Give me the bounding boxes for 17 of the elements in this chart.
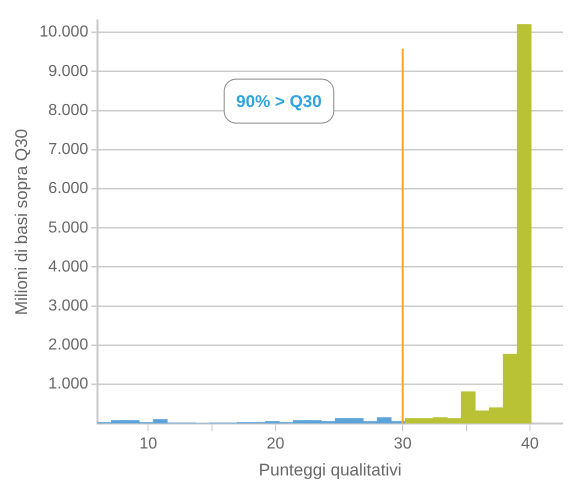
x-tick-label: 20 [266,435,284,452]
y-tick-label: 1.000 [48,376,88,393]
y-tick-label: 9.000 [48,62,88,80]
y-tick-label: 3.000 [48,297,88,314]
x-axis-title: Punteggi qualitativi [258,460,402,480]
y-tick-label: 8.000 [48,102,88,119]
y-tick-label: 5.000 [48,219,88,236]
x-tick-label: 10 [139,435,158,452]
x-tick-label: 40 [521,435,539,452]
annotation: 90% > Q30 [236,92,322,111]
y-tick-label: 6.000 [48,180,88,198]
y-axis-title: Milioni di basi sopra Q30 [12,128,31,316]
y-tick-label: 2.000 [48,336,88,354]
y-tick-label: 7.000 [48,141,88,158]
x-tick-label: 30 [394,435,412,452]
y-tick-label: 10.000 [39,24,88,41]
y-tick-label: 4.000 [48,258,88,276]
